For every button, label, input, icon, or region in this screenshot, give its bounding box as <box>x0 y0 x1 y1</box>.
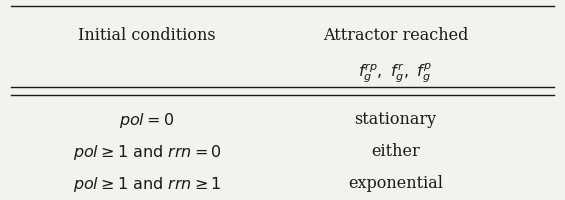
Text: $pol \geq 1\ \mathrm{and}\ rrn = 0$: $pol \geq 1\ \mathrm{and}\ rrn = 0$ <box>72 142 221 162</box>
Text: $f_g^{rp},\ f_g^{r},\ f_g^{p}$: $f_g^{rp},\ f_g^{r},\ f_g^{p}$ <box>358 61 433 85</box>
Text: Attractor reached: Attractor reached <box>323 27 468 45</box>
Text: $pol = 0$: $pol = 0$ <box>119 110 175 130</box>
Text: either: either <box>371 144 420 160</box>
Text: Initial conditions: Initial conditions <box>78 27 216 45</box>
Text: $pol \geq 1\ \mathrm{and}\ rrn \geq 1$: $pol \geq 1\ \mathrm{and}\ rrn \geq 1$ <box>73 174 221 194</box>
Text: exponential: exponential <box>348 176 443 192</box>
Text: stationary: stationary <box>354 112 437 129</box>
